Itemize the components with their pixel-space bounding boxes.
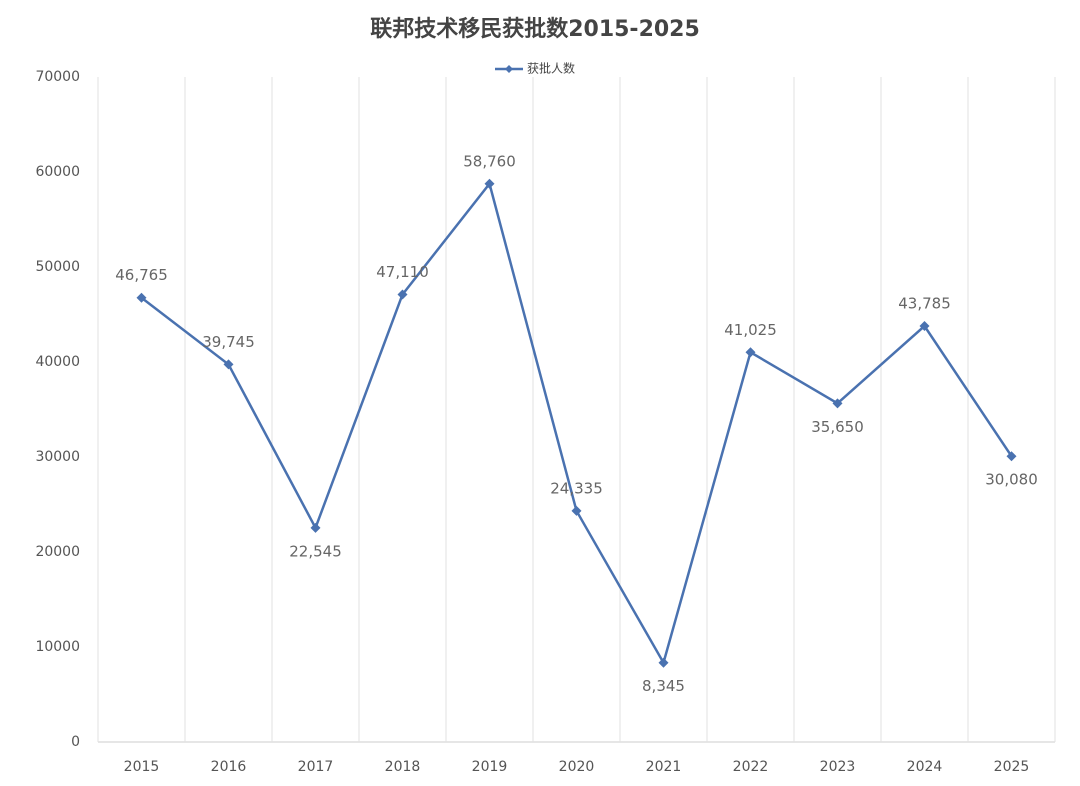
y-tick-label: 20000 [35,544,80,560]
chart-title: 联邦技术移民获批数2015-2025 [370,16,700,42]
data-label: 22,545 [289,542,342,560]
x-tick-label: 2025 [994,759,1030,775]
x-tick-label: 2019 [472,759,508,775]
marker [223,359,234,370]
y-tick-label: 10000 [35,639,80,655]
data-label: 58,760 [463,152,516,170]
marker [1006,451,1017,462]
y-tick-label: 60000 [35,164,80,180]
y-tick-label: 30000 [35,449,80,465]
x-tick-label: 2023 [820,759,856,775]
marker [745,347,756,358]
data-label: 46,765 [115,266,168,284]
data-label: 8,345 [642,677,685,695]
x-tick-label: 2017 [298,759,334,775]
data-label: 24,335 [550,479,603,497]
data-label: 43,785 [898,295,951,313]
marker [397,289,408,300]
marker [832,398,843,409]
x-tick-label: 2022 [733,759,769,775]
y-tick-label: 50000 [35,259,80,275]
data-label: 35,650 [811,418,864,436]
y-tick-label: 0 [71,734,80,750]
marker [658,657,669,668]
marker [919,321,930,332]
y-tick-label: 40000 [35,354,80,370]
data-label: 41,025 [724,321,777,339]
marker [136,292,147,303]
x-tick-label: 2016 [211,759,247,775]
x-tick-label: 2018 [385,759,421,775]
marker [571,505,582,516]
x-tick-label: 2021 [646,759,682,775]
x-tick-label: 2024 [907,759,943,775]
x-tick-label: 2015 [124,759,160,775]
x-tick-label: 2020 [559,759,595,775]
legend-label: 获批人数 [527,61,575,76]
marker [484,178,495,189]
data-label: 30,080 [985,471,1038,489]
marker [310,522,321,533]
y-tick-label: 70000 [35,69,80,85]
data-label: 47,110 [376,263,429,281]
data-label: 39,745 [202,333,255,351]
legend-marker [505,65,513,73]
